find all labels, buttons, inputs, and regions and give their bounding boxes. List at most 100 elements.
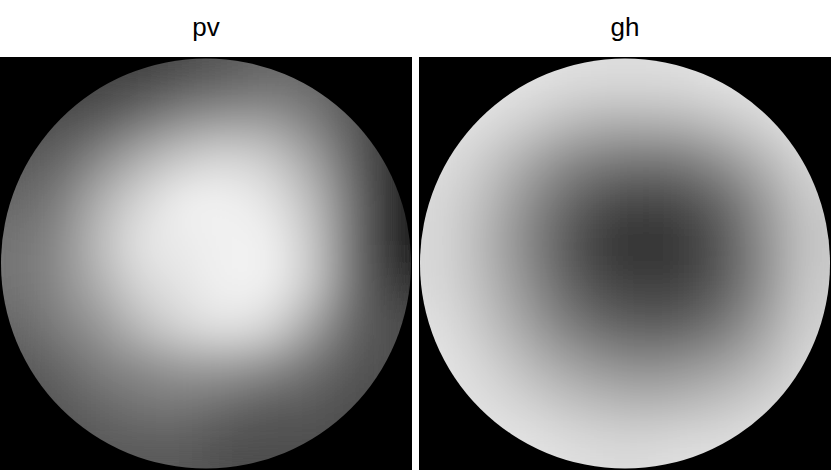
heat-cell	[584, 140, 626, 182]
panel-background	[419, 57, 831, 470]
heat-cell	[330, 387, 372, 429]
heat-cell	[82, 222, 124, 264]
heat-cell	[543, 57, 585, 99]
heat-cell	[206, 222, 248, 264]
heat-cell	[41, 305, 83, 347]
heat-cell	[749, 57, 791, 99]
heat-cell	[288, 429, 330, 470]
heat-cell	[543, 222, 585, 264]
heat-cell	[206, 305, 248, 347]
heat-cell	[288, 346, 330, 388]
heat-cell	[330, 140, 372, 182]
heat-cell	[790, 98, 832, 140]
heat-cell	[584, 57, 626, 99]
panel-background	[0, 57, 412, 470]
heat-cell	[82, 140, 124, 182]
heat-cell	[371, 140, 413, 182]
heat-cell	[247, 305, 289, 347]
heat-cell	[749, 264, 791, 306]
heat-cell	[707, 429, 749, 470]
heat-cell	[707, 181, 749, 223]
heat-cell	[419, 98, 461, 140]
heat-cell	[41, 57, 83, 99]
heat-cell	[82, 387, 124, 429]
heat-cell	[124, 429, 166, 470]
heat-cell	[625, 429, 667, 470]
heat-cell	[584, 98, 626, 140]
heat-cell	[165, 264, 207, 306]
heat-cell	[501, 57, 543, 99]
heat-cell	[625, 222, 667, 264]
heat-cell	[460, 181, 502, 223]
heat-cell	[501, 264, 543, 306]
heat-cell	[371, 98, 413, 140]
heat-cell	[460, 429, 502, 470]
heat-cell	[419, 264, 461, 306]
heat-cell	[707, 222, 749, 264]
heat-cell	[371, 222, 413, 264]
heat-cell	[460, 387, 502, 429]
heat-cell	[165, 222, 207, 264]
heat-cell	[288, 181, 330, 223]
heat-cell	[206, 98, 248, 140]
heat-cell	[749, 305, 791, 347]
field-disc	[0, 57, 413, 470]
heat-cell	[82, 346, 124, 388]
heat-cell	[584, 264, 626, 306]
heat-cell	[330, 181, 372, 223]
heat-cell	[625, 305, 667, 347]
heat-cell	[124, 57, 166, 99]
heat-cell	[749, 140, 791, 182]
heat-cell	[790, 429, 832, 470]
heat-cell	[790, 387, 832, 429]
heat-cell	[82, 264, 124, 306]
heat-cell	[41, 222, 83, 264]
heat-cell	[501, 181, 543, 223]
heat-cell	[707, 387, 749, 429]
heat-cell	[82, 98, 124, 140]
heat-cell	[666, 140, 708, 182]
heat-cell	[460, 305, 502, 347]
heat-cell	[206, 429, 248, 470]
heat-cell	[330, 57, 372, 99]
heat-cell	[790, 181, 832, 223]
heat-cell	[288, 222, 330, 264]
heat-cell	[790, 305, 832, 347]
heat-cell	[330, 429, 372, 470]
heat-cell	[790, 222, 832, 264]
heat-cell	[543, 98, 585, 140]
heat-cell	[41, 140, 83, 182]
heat-cell	[749, 98, 791, 140]
heat-cell	[247, 181, 289, 223]
heat-cell	[749, 429, 791, 470]
heat-cell	[460, 140, 502, 182]
heat-cell	[247, 57, 289, 99]
heat-cell	[0, 387, 42, 429]
heat-cell	[501, 346, 543, 388]
heat-cell	[165, 305, 207, 347]
heat-cell	[666, 264, 708, 306]
heat-cell	[460, 98, 502, 140]
heat-cell	[749, 181, 791, 223]
figure: pvgh	[0, 0, 832, 470]
heat-cell	[206, 57, 248, 99]
heat-cell	[247, 98, 289, 140]
heat-cell	[707, 98, 749, 140]
heat-cell	[707, 140, 749, 182]
heat-cell	[790, 57, 832, 99]
heat-cell	[0, 57, 42, 99]
heat-cell	[165, 140, 207, 182]
heat-cell	[501, 140, 543, 182]
heat-cell	[419, 181, 461, 223]
heat-cell	[543, 387, 585, 429]
heat-cell	[41, 387, 83, 429]
heat-cell	[330, 346, 372, 388]
heat-cell	[124, 222, 166, 264]
heat-cell	[0, 429, 42, 470]
heat-cell	[124, 346, 166, 388]
heat-cell	[288, 264, 330, 306]
heat-cell	[584, 387, 626, 429]
heat-cell	[371, 429, 413, 470]
heat-cell	[666, 181, 708, 223]
panel-title: gh	[611, 12, 640, 42]
